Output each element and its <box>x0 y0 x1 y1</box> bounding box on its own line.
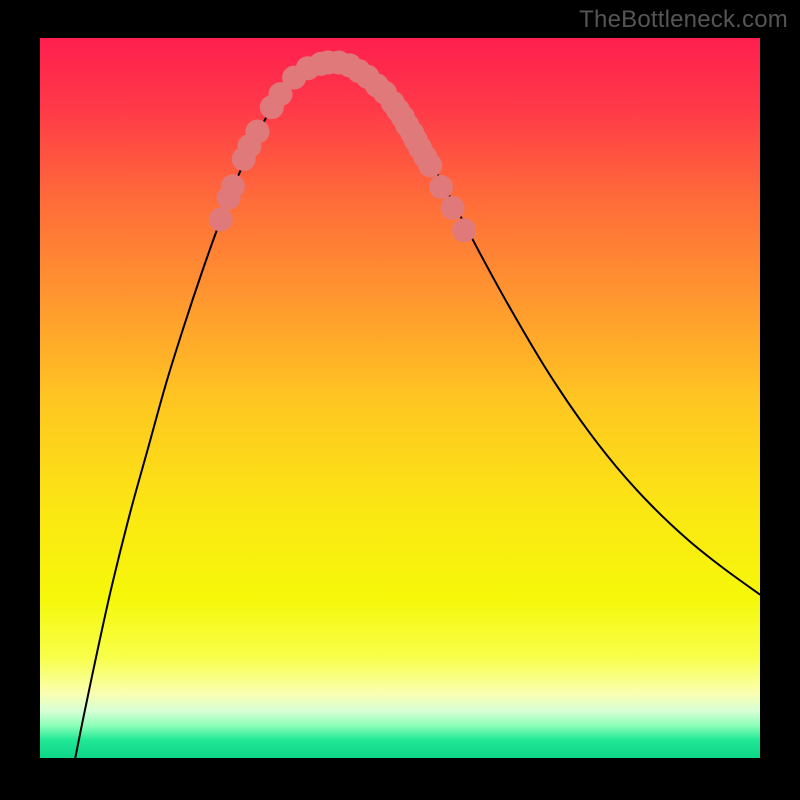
data-marker <box>221 174 245 198</box>
data-marker <box>452 218 476 242</box>
curve-line <box>40 38 760 758</box>
data-marker <box>429 175 453 199</box>
watermark-text: TheBottleneck.com <box>579 6 788 34</box>
plot-area <box>40 38 760 758</box>
data-marker <box>245 120 269 144</box>
data-marker <box>441 196 465 220</box>
data-marker <box>418 153 442 177</box>
data-marker <box>209 207 233 231</box>
